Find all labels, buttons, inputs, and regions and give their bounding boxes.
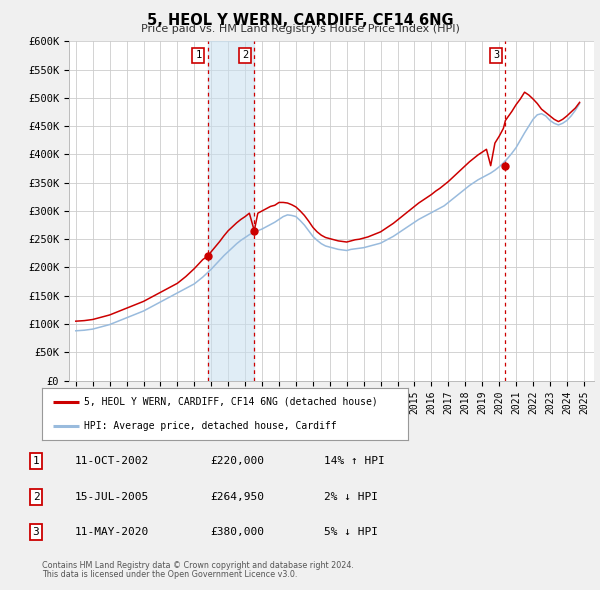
Text: 2% ↓ HPI: 2% ↓ HPI — [324, 492, 378, 502]
Text: 3: 3 — [493, 50, 499, 60]
Bar — [208, 41, 254, 381]
Text: 11-OCT-2002: 11-OCT-2002 — [75, 457, 149, 466]
Text: 5, HEOL Y WERN, CARDIFF, CF14 6NG: 5, HEOL Y WERN, CARDIFF, CF14 6NG — [146, 13, 454, 28]
Text: 15-JUL-2005: 15-JUL-2005 — [75, 492, 149, 502]
Text: 5, HEOL Y WERN, CARDIFF, CF14 6NG (detached house): 5, HEOL Y WERN, CARDIFF, CF14 6NG (detac… — [84, 396, 378, 407]
Text: 1: 1 — [195, 50, 202, 60]
Text: HPI: Average price, detached house, Cardiff: HPI: Average price, detached house, Card… — [84, 421, 337, 431]
Text: Contains HM Land Registry data © Crown copyright and database right 2024.: Contains HM Land Registry data © Crown c… — [42, 561, 354, 570]
Text: Price paid vs. HM Land Registry's House Price Index (HPI): Price paid vs. HM Land Registry's House … — [140, 24, 460, 34]
Text: 14% ↑ HPI: 14% ↑ HPI — [324, 457, 385, 466]
Text: £380,000: £380,000 — [210, 527, 264, 537]
Text: £220,000: £220,000 — [210, 457, 264, 466]
Text: 5% ↓ HPI: 5% ↓ HPI — [324, 527, 378, 537]
Text: 3: 3 — [32, 527, 40, 537]
Text: This data is licensed under the Open Government Licence v3.0.: This data is licensed under the Open Gov… — [42, 571, 298, 579]
Text: £264,950: £264,950 — [210, 492, 264, 502]
Text: 11-MAY-2020: 11-MAY-2020 — [75, 527, 149, 537]
Text: 2: 2 — [242, 50, 248, 60]
Text: 1: 1 — [32, 457, 40, 466]
Text: 2: 2 — [32, 492, 40, 502]
